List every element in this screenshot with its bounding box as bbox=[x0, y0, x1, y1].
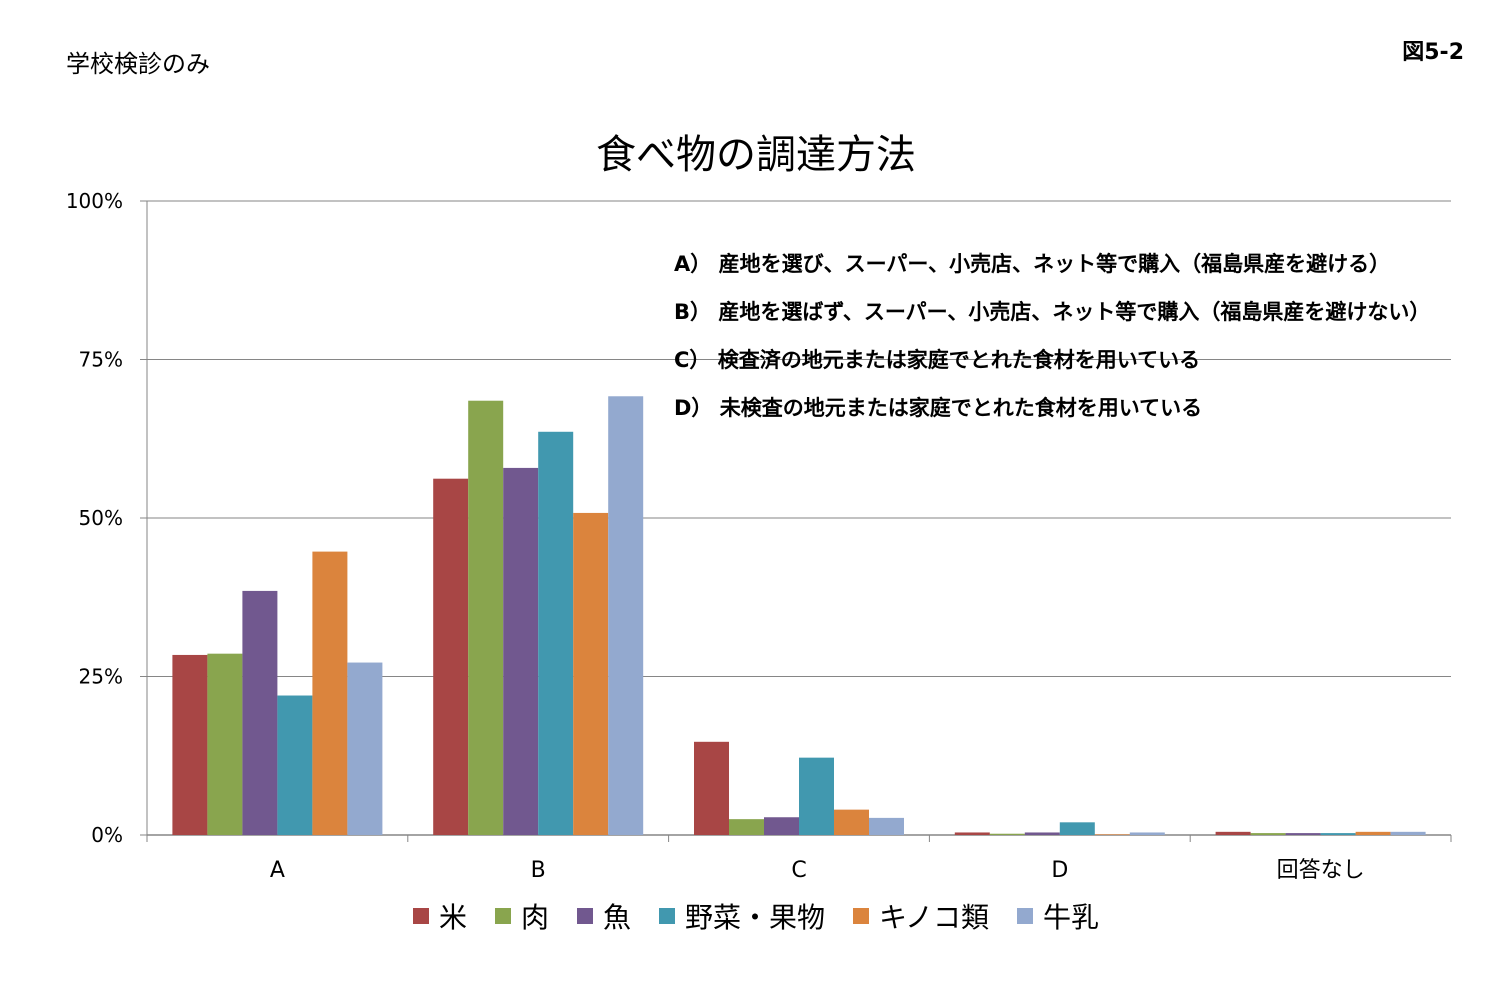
bar-米 bbox=[172, 654, 208, 835]
legend-label: 米 bbox=[438, 901, 467, 934]
bar-肉 bbox=[468, 400, 504, 835]
x-tick-label: D bbox=[1051, 858, 1068, 883]
legend-swatch bbox=[1017, 908, 1034, 924]
legend-label: 野菜・果物 bbox=[684, 901, 825, 934]
legend-swatch bbox=[494, 908, 511, 924]
y-tick-label: 0% bbox=[91, 823, 123, 847]
note-a: A） 産地を選び、スーパー、小売店、ネット等で購入（福島県産を避ける） bbox=[674, 252, 1391, 276]
x-tick-label: B bbox=[531, 858, 546, 883]
note-c: C） 検査済の地元または家庭でとれた食材を用いている bbox=[674, 348, 1201, 372]
bar-野菜・果物 bbox=[799, 757, 834, 835]
y-tick-label: 25% bbox=[79, 665, 123, 689]
legend-item: 野菜・果物 bbox=[658, 896, 825, 936]
bar-米 bbox=[694, 741, 729, 835]
note-d: D） 未検査の地元または家庭でとれた食材を用いている bbox=[674, 396, 1203, 420]
bar-魚 bbox=[1285, 833, 1321, 835]
bar-野菜・果物 bbox=[1320, 833, 1356, 835]
bar-牛乳 bbox=[1129, 832, 1165, 835]
bar-牛乳 bbox=[347, 662, 383, 835]
y-tick-label: 50% bbox=[79, 506, 123, 530]
legend-swatch bbox=[576, 908, 593, 924]
figure-number: 図5-2 bbox=[1402, 40, 1464, 65]
bar-米 bbox=[1215, 831, 1251, 835]
legend-swatch bbox=[853, 908, 869, 924]
legend-label: 肉 bbox=[520, 901, 549, 934]
bar-キノコ類 bbox=[312, 551, 348, 835]
bar-キノコ類 bbox=[834, 809, 869, 835]
legend-swatch bbox=[658, 908, 675, 924]
chart-subtitle: 学校検診のみ bbox=[66, 50, 210, 78]
bar-肉 bbox=[989, 833, 1025, 835]
bar-キノコ類 bbox=[1355, 831, 1391, 835]
bar-米 bbox=[433, 478, 469, 835]
bar-米 bbox=[954, 832, 990, 835]
legend-label: 牛乳 bbox=[1043, 901, 1100, 934]
bar-野菜・果物 bbox=[538, 431, 574, 835]
legend-item: 魚 bbox=[576, 896, 631, 936]
bar-魚 bbox=[242, 590, 278, 835]
bar-牛乳 bbox=[608, 396, 644, 835]
note-b: B） 産地を選ばず、スーパー、小売店、ネット等で購入（福島県産を避けない） bbox=[674, 300, 1431, 324]
x-tick-label: 回答なし bbox=[1277, 858, 1365, 883]
legend-label: 魚 bbox=[602, 901, 631, 934]
bar-魚 bbox=[764, 817, 799, 835]
y-tick-label: 75% bbox=[79, 348, 123, 372]
bar-野菜・果物 bbox=[277, 695, 313, 835]
legend-swatch bbox=[412, 908, 429, 924]
y-tick-label: 100% bbox=[66, 189, 123, 213]
chart-legend: 米 肉 魚 野菜・果物 キノコ類 牛乳 bbox=[0, 896, 1512, 936]
bar-魚 bbox=[503, 467, 539, 835]
legend-item: キノコ類 bbox=[853, 896, 989, 936]
bar-肉 bbox=[207, 653, 243, 835]
x-tick-label: C bbox=[791, 858, 806, 883]
bar-キノコ類 bbox=[1094, 834, 1130, 835]
legend-label: キノコ類 bbox=[879, 901, 990, 934]
bar-肉 bbox=[1250, 833, 1286, 835]
legend-item: 牛乳 bbox=[1017, 896, 1099, 936]
bar-牛乳 bbox=[869, 817, 904, 835]
bar-牛乳 bbox=[1390, 831, 1426, 835]
category-notes: A） 産地を選び、スーパー、小売店、ネット等で購入（福島県産を避ける） B） 産… bbox=[674, 248, 1430, 440]
legend-item: 米 bbox=[412, 896, 467, 936]
bar-野菜・果物 bbox=[1059, 822, 1095, 835]
chart-title: 食べ物の調達方法 bbox=[596, 132, 916, 178]
x-tick-label: A bbox=[270, 858, 285, 883]
bar-キノコ類 bbox=[573, 512, 609, 835]
bar-魚 bbox=[1024, 832, 1060, 835]
legend-item: 肉 bbox=[494, 896, 549, 936]
bar-肉 bbox=[729, 819, 764, 835]
